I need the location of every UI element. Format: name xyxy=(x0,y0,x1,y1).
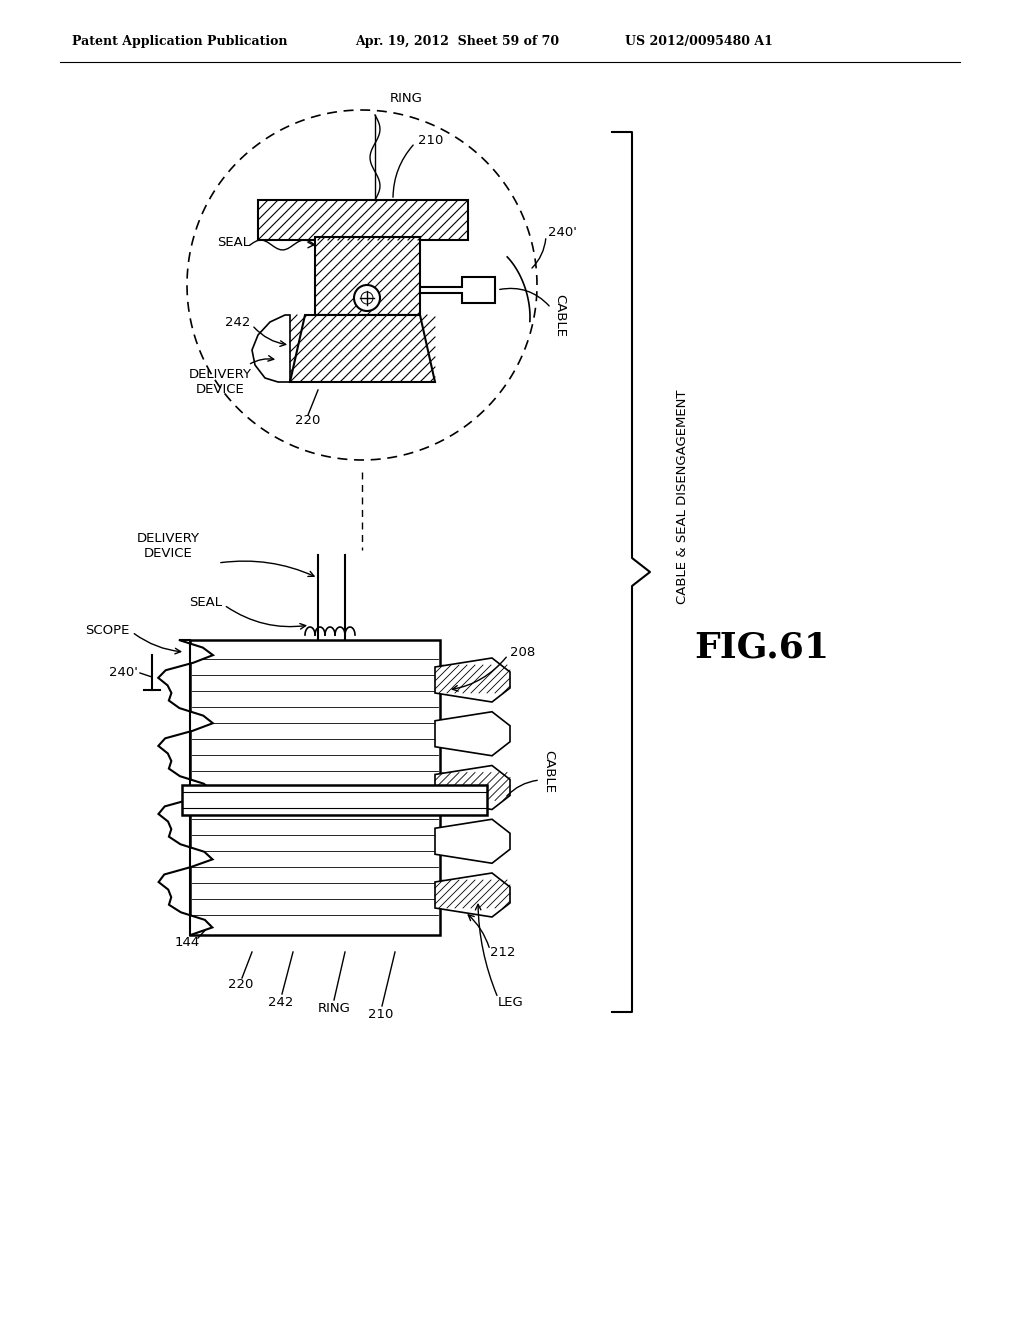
Text: DELIVERY
DEVICE: DELIVERY DEVICE xyxy=(188,368,252,396)
Text: 210: 210 xyxy=(418,133,443,147)
Text: 242: 242 xyxy=(224,315,250,329)
Bar xyxy=(190,640,440,935)
Polygon shape xyxy=(435,820,510,863)
Polygon shape xyxy=(435,657,510,702)
Polygon shape xyxy=(435,873,510,917)
Text: 212: 212 xyxy=(490,945,515,958)
Polygon shape xyxy=(252,315,290,381)
Text: LEG: LEG xyxy=(498,995,523,1008)
Text: Patent Application Publication: Patent Application Publication xyxy=(72,36,288,49)
Text: Apr. 19, 2012  Sheet 59 of 70: Apr. 19, 2012 Sheet 59 of 70 xyxy=(355,36,559,49)
Text: CABLE & SEAL DISENGAGEMENT: CABLE & SEAL DISENGAGEMENT xyxy=(676,389,688,605)
Text: SCOPE: SCOPE xyxy=(86,623,130,636)
Polygon shape xyxy=(159,640,213,935)
Text: RING: RING xyxy=(390,92,423,106)
Polygon shape xyxy=(258,201,468,240)
Text: US 2012/0095480 A1: US 2012/0095480 A1 xyxy=(625,36,773,49)
Text: DELIVERY
DEVICE: DELIVERY DEVICE xyxy=(136,532,200,560)
Polygon shape xyxy=(290,315,435,381)
Polygon shape xyxy=(315,238,420,315)
Text: 144: 144 xyxy=(175,936,201,949)
Text: RING: RING xyxy=(318,1002,351,1015)
Text: 240': 240' xyxy=(110,667,138,680)
Text: CABLE: CABLE xyxy=(553,293,566,337)
Text: SEAL: SEAL xyxy=(217,235,250,248)
Text: 208: 208 xyxy=(510,645,536,659)
Bar xyxy=(182,785,487,814)
Text: 210: 210 xyxy=(368,1007,393,1020)
Polygon shape xyxy=(435,711,510,756)
Polygon shape xyxy=(420,277,495,304)
Text: SEAL: SEAL xyxy=(189,595,222,609)
Text: CABLE: CABLE xyxy=(542,751,555,793)
Circle shape xyxy=(354,285,380,312)
Polygon shape xyxy=(435,766,510,809)
Text: 220: 220 xyxy=(228,978,253,991)
Text: 240': 240' xyxy=(548,226,577,239)
Text: 220: 220 xyxy=(295,413,321,426)
Text: 242: 242 xyxy=(268,995,293,1008)
Text: FIG.61: FIG.61 xyxy=(694,630,829,664)
